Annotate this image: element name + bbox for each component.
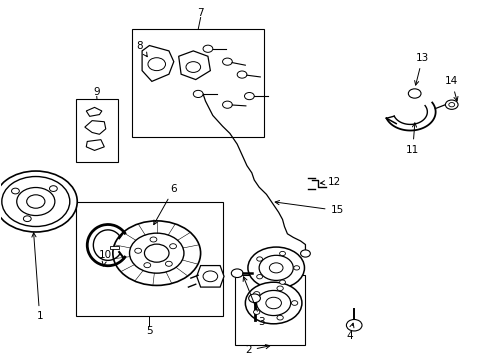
Text: 11: 11 — [405, 123, 419, 154]
Bar — [110, 246, 119, 249]
Text: 2: 2 — [244, 345, 269, 355]
Text: 12: 12 — [320, 177, 341, 187]
Circle shape — [27, 195, 45, 208]
Circle shape — [276, 286, 283, 291]
Circle shape — [148, 58, 165, 71]
Circle shape — [248, 294, 260, 302]
Text: 5: 5 — [146, 325, 152, 336]
Circle shape — [448, 103, 454, 107]
Circle shape — [23, 216, 31, 221]
Circle shape — [245, 282, 301, 324]
Polygon shape — [178, 51, 210, 80]
Circle shape — [256, 291, 290, 316]
Text: 15: 15 — [275, 201, 343, 216]
Circle shape — [129, 233, 183, 273]
Circle shape — [407, 89, 420, 98]
Circle shape — [265, 297, 281, 309]
Circle shape — [244, 93, 254, 100]
Circle shape — [259, 255, 293, 280]
Circle shape — [279, 251, 285, 256]
Bar — [234, 275, 305, 345]
Circle shape — [185, 62, 200, 72]
Text: 4: 4 — [346, 323, 353, 341]
Circle shape — [445, 100, 457, 109]
Circle shape — [237, 71, 246, 78]
Circle shape — [12, 188, 20, 194]
Bar — [132, 30, 264, 137]
Circle shape — [113, 221, 200, 285]
Polygon shape — [86, 140, 104, 150]
Text: 1: 1 — [32, 233, 43, 321]
Circle shape — [231, 269, 243, 278]
Circle shape — [222, 101, 232, 108]
Circle shape — [247, 247, 304, 289]
Bar — [76, 202, 222, 316]
Circle shape — [2, 176, 70, 226]
Text: 3: 3 — [243, 277, 264, 327]
Circle shape — [165, 261, 172, 266]
Circle shape — [169, 244, 176, 249]
Circle shape — [193, 90, 203, 98]
Circle shape — [144, 244, 169, 262]
Text: 6: 6 — [153, 184, 177, 225]
Text: 13: 13 — [414, 53, 428, 85]
Circle shape — [276, 315, 283, 320]
Circle shape — [203, 271, 217, 282]
Circle shape — [256, 257, 262, 261]
Text: 8: 8 — [136, 41, 147, 57]
Text: 9: 9 — [93, 87, 100, 97]
Circle shape — [203, 45, 212, 52]
Circle shape — [253, 310, 259, 314]
Text: 7: 7 — [197, 8, 203, 18]
Circle shape — [269, 263, 283, 273]
Text: 14: 14 — [444, 76, 457, 101]
Circle shape — [49, 186, 57, 192]
Circle shape — [222, 58, 232, 65]
Polygon shape — [84, 121, 105, 134]
Polygon shape — [196, 266, 224, 287]
Text: 10: 10 — [99, 250, 112, 266]
Circle shape — [291, 301, 297, 305]
Circle shape — [300, 250, 310, 257]
Polygon shape — [86, 107, 102, 116]
Circle shape — [0, 171, 77, 232]
Circle shape — [143, 263, 150, 268]
Polygon shape — [142, 45, 173, 81]
Circle shape — [256, 275, 262, 279]
Circle shape — [293, 266, 299, 270]
Bar — [76, 99, 118, 162]
Circle shape — [253, 292, 259, 296]
Circle shape — [17, 188, 55, 216]
Circle shape — [135, 248, 141, 253]
Circle shape — [346, 319, 361, 331]
Circle shape — [279, 280, 285, 284]
Circle shape — [150, 237, 157, 242]
